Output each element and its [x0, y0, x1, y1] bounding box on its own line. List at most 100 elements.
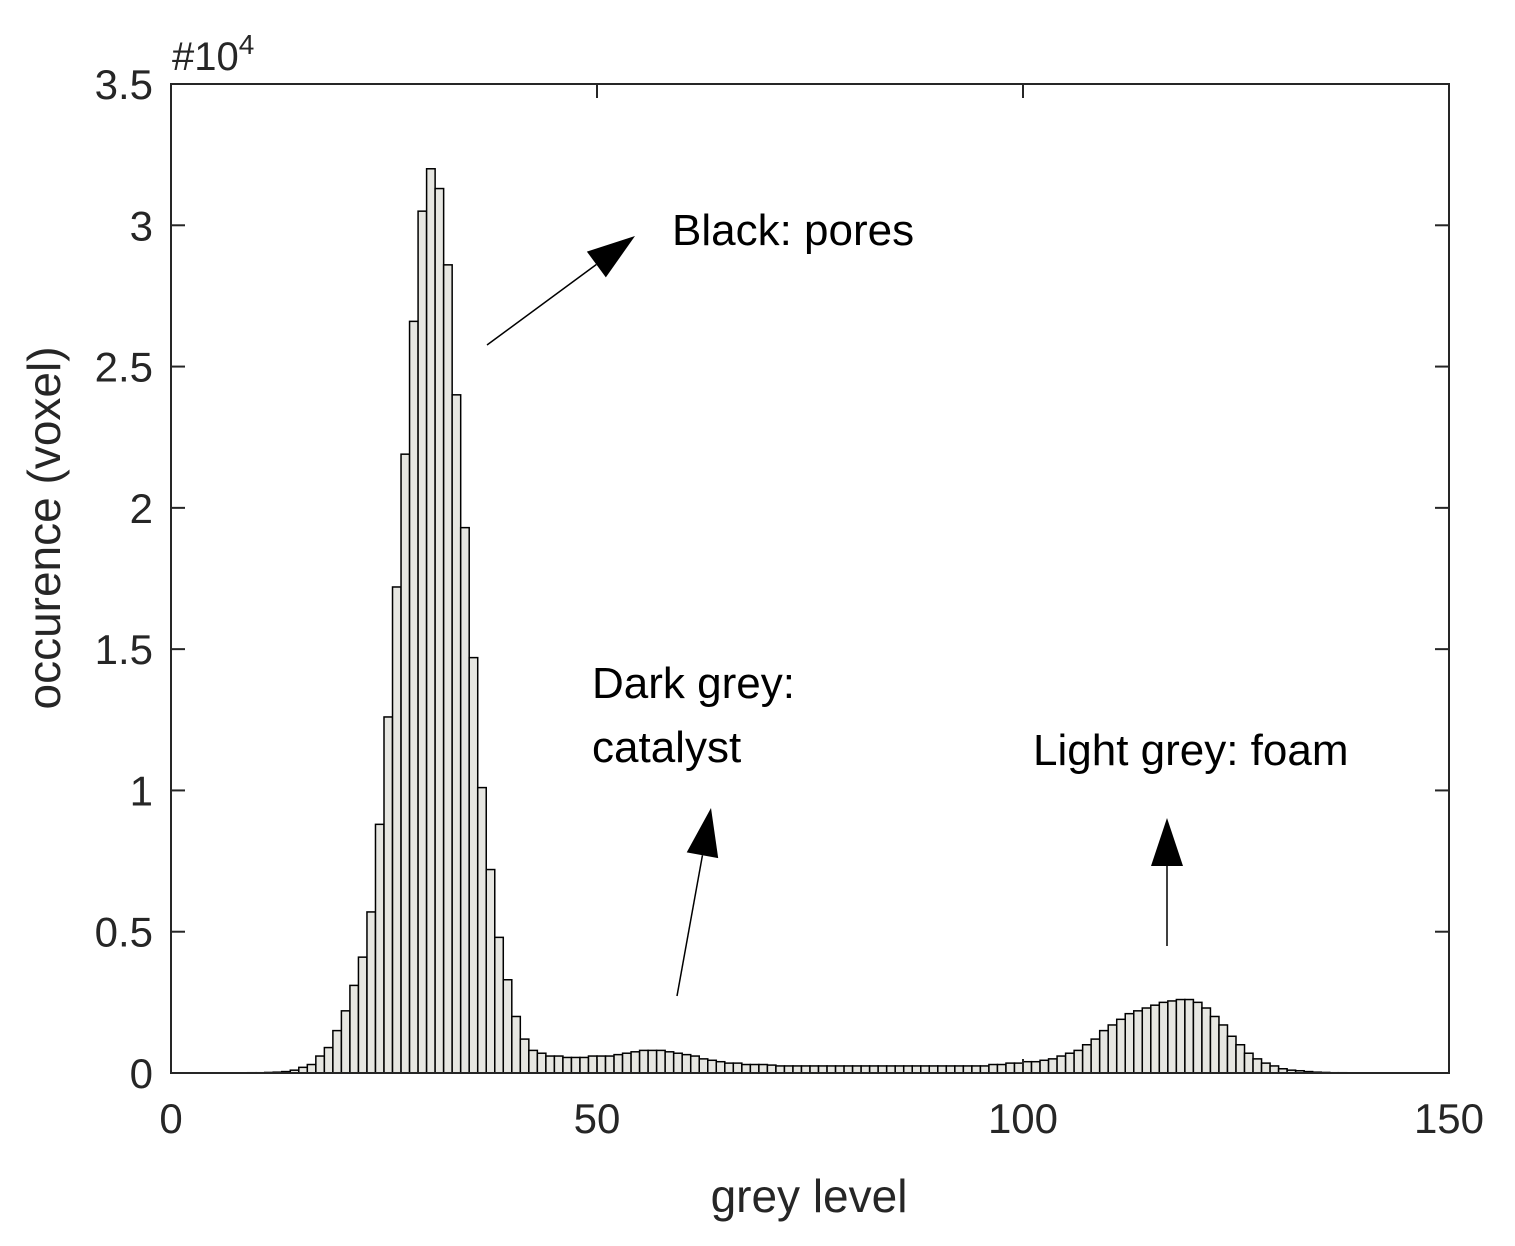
bar	[792, 1065, 803, 1074]
bar	[1107, 1024, 1118, 1074]
bar	[1167, 1000, 1178, 1074]
bar	[672, 1052, 683, 1074]
bar	[400, 453, 411, 1074]
bar	[613, 1053, 624, 1074]
bar	[553, 1055, 564, 1074]
y-tick-label: 0	[130, 1050, 153, 1097]
bar	[1141, 1007, 1152, 1074]
bar	[1184, 998, 1195, 1074]
bar	[1150, 1004, 1161, 1074]
bar	[749, 1063, 760, 1074]
bar	[587, 1055, 598, 1074]
bar	[1133, 1010, 1144, 1074]
bar	[442, 264, 453, 1074]
bar	[570, 1056, 581, 1074]
bar	[536, 1052, 547, 1074]
x-tick-label: 0	[159, 1095, 182, 1142]
bar	[1235, 1043, 1246, 1074]
bar	[579, 1056, 590, 1074]
bar	[621, 1052, 632, 1074]
bar	[809, 1065, 820, 1074]
bar	[928, 1065, 939, 1074]
y-tick-label: 3.5	[95, 61, 153, 108]
bar	[826, 1065, 837, 1074]
arrow-head	[1151, 818, 1183, 866]
bar	[860, 1065, 871, 1074]
y-tick-label: 2.5	[95, 344, 153, 391]
bar	[630, 1051, 641, 1074]
bar	[1124, 1012, 1135, 1074]
bar	[843, 1065, 854, 1074]
arrow-shaft	[486, 263, 597, 346]
bar	[374, 823, 385, 1074]
arrow-head	[686, 808, 719, 859]
bar	[783, 1065, 794, 1074]
y-axis-label: occurence (voxel)	[18, 346, 70, 709]
bar	[877, 1065, 888, 1074]
bar	[425, 168, 436, 1074]
annotation: Light grey: foam	[1033, 726, 1349, 775]
bar	[766, 1064, 777, 1074]
bar	[451, 394, 462, 1074]
bar	[979, 1065, 990, 1074]
bar	[519, 1038, 530, 1074]
bar	[945, 1065, 956, 1074]
bar	[459, 526, 470, 1074]
bar	[902, 1065, 913, 1074]
bar	[1115, 1018, 1126, 1074]
bar	[741, 1063, 752, 1074]
bar	[562, 1056, 573, 1074]
y-tick-label: 0.5	[95, 909, 153, 956]
bar	[511, 1015, 522, 1074]
bar	[988, 1063, 999, 1074]
bar	[417, 210, 428, 1074]
axes-box	[170, 83, 1450, 1074]
bar	[366, 911, 377, 1074]
bar	[817, 1065, 828, 1074]
bar	[1090, 1038, 1101, 1074]
bar	[775, 1065, 786, 1074]
bar	[954, 1065, 965, 1074]
bar	[1039, 1059, 1050, 1074]
bar	[494, 936, 505, 1074]
bar	[681, 1053, 692, 1074]
bar	[1005, 1062, 1016, 1074]
bar	[1158, 1001, 1169, 1074]
y-tick-label: 2	[130, 485, 153, 532]
bar	[1260, 1062, 1271, 1074]
y-multiplier: #104	[172, 29, 254, 79]
annotation: catalyst	[592, 723, 741, 772]
bar	[732, 1062, 743, 1074]
y-tick-label: 1.5	[95, 626, 153, 673]
bar	[485, 868, 496, 1074]
annotation: Black: pores	[672, 206, 914, 255]
bar	[1073, 1049, 1084, 1074]
bar	[476, 786, 487, 1074]
bar	[1269, 1065, 1280, 1074]
bar	[758, 1063, 769, 1074]
bar	[724, 1062, 735, 1074]
plot-area: 0 50 100 150 0 0.5 1 1.5 2 2.5 3 3.5 Black: pores Dar…	[95, 61, 1484, 1142]
bar	[357, 956, 368, 1074]
bar	[1022, 1060, 1033, 1074]
bar	[937, 1065, 948, 1074]
bar	[1252, 1058, 1263, 1074]
bar	[707, 1059, 718, 1074]
bar	[1047, 1058, 1058, 1074]
bar	[1226, 1035, 1237, 1074]
bar	[971, 1065, 982, 1074]
y-tick-label: 1	[130, 767, 153, 814]
bar	[1056, 1055, 1067, 1074]
bar	[391, 586, 402, 1074]
bar	[383, 716, 394, 1074]
bar	[1175, 998, 1186, 1074]
bar	[1209, 1015, 1220, 1074]
bar	[647, 1049, 658, 1074]
bar	[434, 187, 445, 1074]
bar	[596, 1055, 607, 1074]
bar	[996, 1063, 1007, 1074]
bar	[834, 1065, 845, 1074]
bar	[638, 1049, 649, 1074]
bar	[1192, 1001, 1203, 1074]
bar	[408, 320, 419, 1074]
